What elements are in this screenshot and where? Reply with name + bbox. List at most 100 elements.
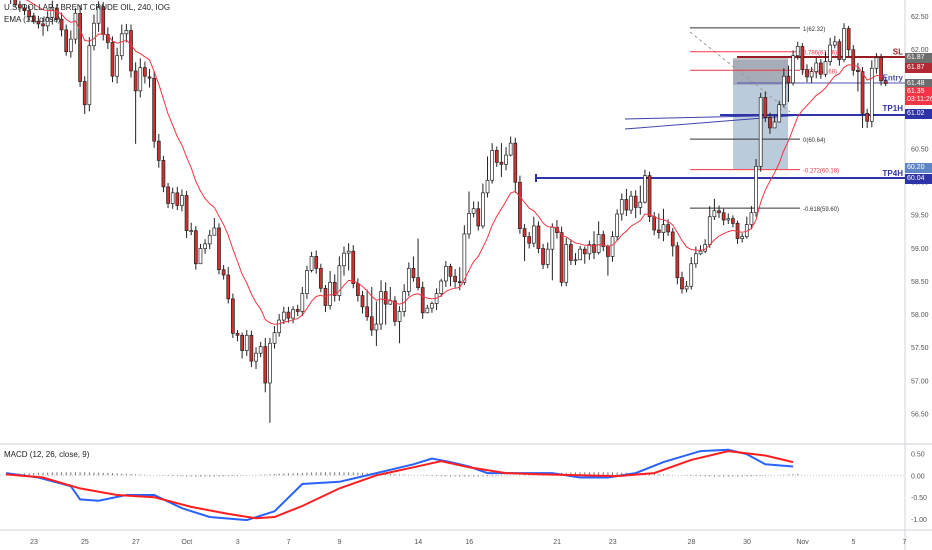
candle-up — [73, 12, 78, 40]
candle-up — [328, 281, 332, 306]
candle-down — [522, 228, 527, 237]
marker-label: TP1H — [883, 104, 904, 113]
candle-up — [462, 233, 467, 283]
candle-down — [559, 232, 564, 283]
candle-up — [300, 293, 305, 312]
candle-up — [707, 216, 712, 245]
candle-up — [874, 57, 879, 69]
x-tick-label: 14 — [414, 539, 422, 546]
x-tick-label: 9 — [338, 539, 342, 546]
candle-down — [263, 346, 268, 384]
candle-up — [869, 67, 874, 122]
candle-up — [564, 244, 569, 283]
candle-up — [726, 218, 731, 221]
candle-down — [624, 199, 629, 211]
candle-down — [499, 162, 504, 165]
x-tick-label: Oct — [181, 539, 192, 546]
candle-up — [550, 226, 555, 250]
fib-level-label: -0.618(59.60) — [803, 207, 839, 213]
candle-down — [129, 30, 133, 72]
candle-down — [166, 186, 170, 204]
fib-level-label: -0.272(60.18) — [803, 169, 839, 175]
macd-series-line — [5, 450, 794, 520]
y-tick-label: 62.50 — [911, 14, 929, 21]
candle-up — [337, 265, 342, 296]
candle-down — [217, 227, 221, 271]
candle-up — [444, 266, 448, 282]
candle-down — [147, 76, 152, 79]
candle-up — [832, 41, 837, 46]
candle-down — [721, 212, 726, 221]
candle-down — [22, 7, 27, 11]
candle-up — [115, 55, 119, 77]
candle-down — [666, 224, 670, 233]
candle-up — [291, 309, 295, 319]
ema-legend[interactable]: EMA (13, close) — [4, 15, 61, 24]
ema-line — [25, 0, 886, 325]
x-tick-label: 28 — [688, 539, 696, 546]
candle-up — [170, 192, 175, 204]
candle-down — [59, 18, 64, 31]
macd-series-line — [5, 448, 794, 522]
candle-down — [457, 281, 462, 283]
x-tick-label: 27 — [132, 539, 140, 546]
price-tag: 60.20 — [905, 163, 932, 174]
candle-down — [652, 216, 657, 231]
price-tag: 60.04 — [905, 173, 932, 184]
candle-down — [41, 23, 45, 27]
candle-up — [508, 142, 513, 156]
candle-up — [531, 225, 536, 244]
symbol-legend[interactable]: U.S. DOLLAR / BRENT CRUDE OIL, 240, IOG — [4, 3, 171, 12]
candle-up — [203, 243, 207, 249]
fib-level-label: 0.786(61.96) — [803, 51, 837, 57]
candle-down — [856, 69, 860, 72]
candle-down — [476, 208, 481, 227]
price-tag: 03:11:26 — [905, 95, 932, 106]
candle-up — [406, 268, 411, 292]
candle-down — [601, 234, 606, 247]
candle-up — [281, 311, 286, 321]
candle-down — [670, 231, 675, 247]
candle-down — [351, 250, 356, 284]
candle-up — [268, 342, 272, 384]
candle-down — [226, 274, 231, 300]
candle-up — [698, 250, 703, 255]
candle-up — [138, 67, 143, 92]
candle-down — [231, 298, 235, 334]
marker-label: Entry — [883, 74, 904, 83]
candle-up — [643, 175, 647, 203]
candle-up — [96, 6, 101, 24]
candle-down — [819, 62, 823, 75]
candle-down — [240, 334, 244, 351]
candle-up — [629, 195, 633, 211]
candle-up — [749, 212, 754, 226]
y-tick-label: 59.50 — [911, 213, 929, 220]
candle-up — [619, 199, 624, 215]
y-tick-label: 58.50 — [911, 279, 929, 286]
price-tag: 61.87 — [905, 62, 932, 73]
candle-up — [777, 104, 782, 123]
candle-down — [18, 4, 22, 9]
candle-down — [416, 277, 420, 288]
candle-down — [633, 195, 638, 208]
candle-down — [569, 244, 573, 261]
candle-up — [379, 291, 383, 325]
y-tick-label: -0.50 — [911, 495, 927, 502]
y-tick-label: 56.50 — [911, 411, 929, 418]
candle-down — [851, 49, 856, 71]
candle-up — [277, 319, 282, 334]
y-tick-label: -1.00 — [911, 517, 927, 524]
x-tick-label: 30 — [743, 539, 751, 546]
candle-down — [13, 0, 18, 6]
candle-up — [758, 97, 763, 167]
candle-down — [161, 160, 166, 188]
candle-up — [504, 154, 508, 165]
candle-up — [397, 311, 402, 322]
candle-down — [36, 20, 41, 25]
candle-down — [582, 248, 587, 255]
candle-up — [772, 121, 777, 129]
candle-down — [837, 41, 842, 61]
candle-up — [244, 334, 249, 351]
macd-legend[interactable]: MACD (12, 26, close, 9) — [4, 450, 90, 459]
